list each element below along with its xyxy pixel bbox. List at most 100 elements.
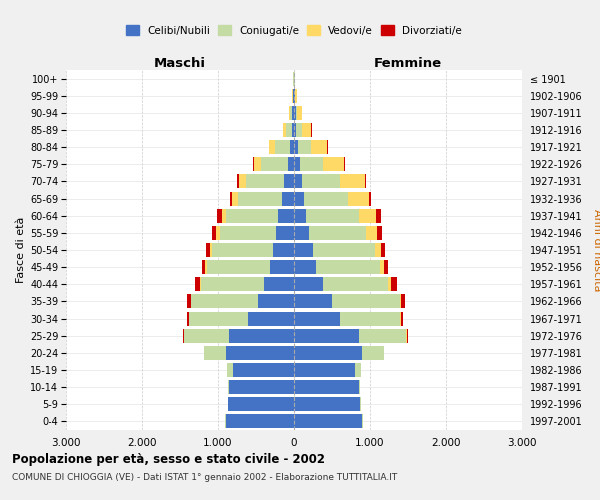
Bar [253,158,254,172]
Bar [187,312,189,326]
Bar [206,260,269,274]
Bar [292,123,294,137]
Bar [212,226,217,240]
Bar [238,174,239,188]
Bar [294,174,302,188]
Bar [298,106,302,120]
Bar [296,106,298,120]
Bar [294,123,296,137]
Bar [265,278,294,291]
Bar [380,260,383,274]
Bar [316,260,380,274]
Text: Popolazione per età, sesso e stato civile - 2002: Popolazione per età, sesso e stato civil… [12,452,325,466]
Bar [206,243,210,257]
Bar [313,243,374,257]
Bar [205,346,226,360]
Bar [284,174,294,188]
Bar [384,346,385,360]
Bar [294,158,300,172]
Bar [383,260,388,274]
Bar [306,208,359,222]
Bar [359,380,360,394]
Bar [294,278,323,291]
Bar [294,106,296,120]
Bar [366,226,377,240]
Bar [275,140,290,154]
Y-axis label: Anni di nascita: Anni di nascita [592,209,600,291]
Bar [377,226,382,240]
Bar [359,208,376,222]
Bar [226,208,278,222]
Bar [294,380,359,394]
Bar [294,346,362,360]
Bar [340,174,365,188]
Bar [292,106,294,120]
Bar [302,123,311,137]
Bar [407,328,409,342]
Bar [369,192,371,205]
Bar [294,140,298,154]
Bar [400,294,401,308]
Bar [246,174,284,188]
Bar [294,208,306,222]
Bar [232,192,238,205]
Legend: Celibi/Nubili, Coniugati/e, Vedovi/e, Divorziati/e: Celibi/Nubili, Coniugati/e, Vedovi/e, Di… [122,21,466,40]
Bar [289,106,290,120]
Bar [269,140,275,154]
Bar [210,243,212,257]
Bar [230,192,232,205]
Text: Maschi: Maschi [154,57,206,70]
Bar [295,88,296,102]
Y-axis label: Fasce di età: Fasce di età [16,217,26,283]
Bar [238,192,282,205]
Bar [401,312,403,326]
Bar [220,226,276,240]
Bar [217,208,222,222]
Bar [226,414,294,428]
Bar [254,158,262,172]
Bar [229,328,294,342]
Bar [191,294,257,308]
Bar [294,88,295,102]
Bar [228,380,229,394]
Bar [187,294,191,308]
Bar [212,243,273,257]
Bar [376,208,381,222]
Bar [217,226,220,240]
Bar [288,158,294,172]
Bar [229,380,294,394]
Bar [294,294,332,308]
Text: COMUNE DI CHIOGGIA (VE) - Dati ISTAT 1° gennaio 2002 - Elaborazione TUTTITALIA.I: COMUNE DI CHIOGGIA (VE) - Dati ISTAT 1° … [12,472,397,482]
Bar [298,140,311,154]
Bar [323,278,388,291]
Text: Femmine: Femmine [374,57,442,70]
Bar [294,328,359,342]
Bar [239,174,246,188]
Bar [227,363,233,377]
Bar [323,158,344,172]
Bar [348,192,369,205]
Bar [205,260,206,274]
Bar [294,192,304,205]
Bar [344,158,345,172]
Bar [380,243,385,257]
Bar [293,88,294,102]
Bar [278,208,294,222]
Bar [294,312,340,326]
Bar [294,260,316,274]
Bar [257,294,294,308]
Bar [182,328,184,342]
Bar [400,312,401,326]
Bar [189,312,248,326]
Bar [226,346,294,360]
Bar [294,243,313,257]
Bar [200,278,265,291]
Bar [332,294,400,308]
Bar [302,174,340,188]
Bar [294,363,355,377]
Bar [262,158,288,172]
Bar [304,192,348,205]
Bar [276,226,294,240]
Bar [282,192,294,205]
Bar [340,312,400,326]
